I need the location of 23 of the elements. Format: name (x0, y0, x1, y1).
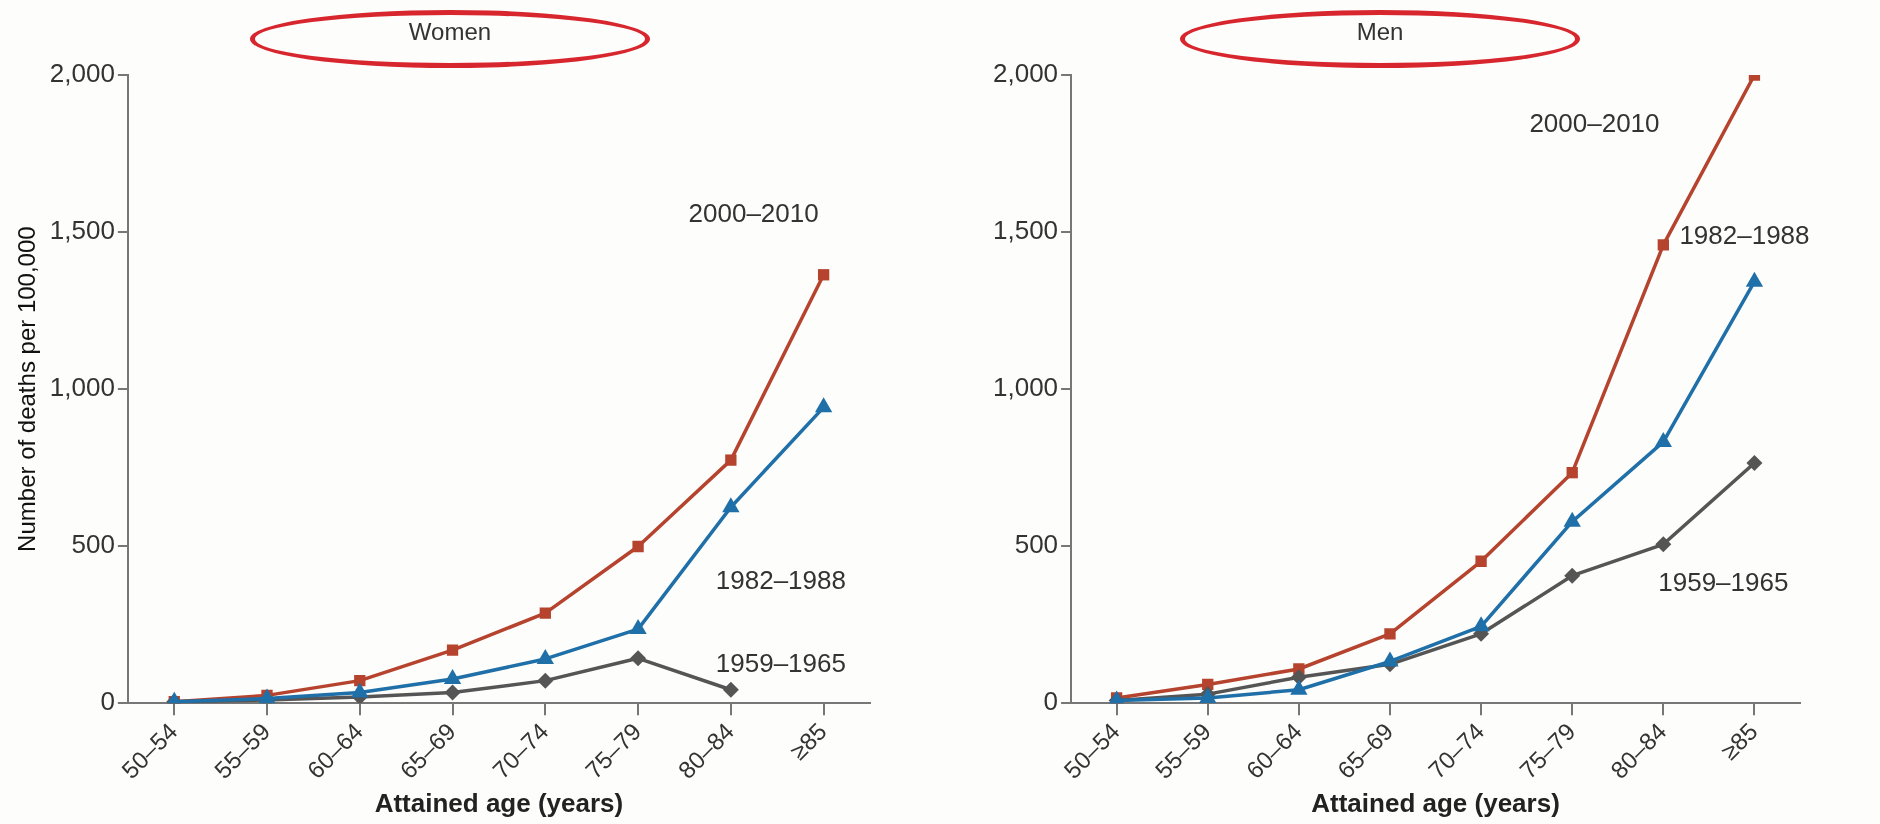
chart-title: Men (1355, 18, 1405, 46)
y-tick-label: 500 (71, 529, 115, 560)
y-axis-title: Number of deaths per 100,000 (13, 226, 41, 552)
x-axis-title: Attained age (years) (1311, 787, 1560, 818)
y-tick-label: 1,500 (992, 215, 1059, 246)
y-tick-label: 1,500 (49, 215, 115, 246)
series-label: 1959–1965 (1658, 567, 1789, 598)
y-tick-label: 0 (100, 686, 115, 717)
y-tick-label: 1,000 (49, 372, 115, 403)
x-tick-label: ≥85 (784, 717, 832, 765)
text: 2000–2010 (1529, 108, 1660, 139)
series-label: 1982–1988 (715, 565, 846, 596)
chart-title: Women (407, 18, 493, 46)
y-tick-label: 0 (1043, 686, 1059, 717)
series-label: 1959–1965 (715, 647, 846, 678)
y-tick-label: 2,000 (992, 58, 1059, 89)
x-tick-label: ≥85 (1715, 717, 1763, 765)
y-tick-label: 1,000 (992, 372, 1059, 403)
y-tick-label: 500 (1014, 529, 1059, 560)
y-tick-label: 2,000 (49, 58, 115, 89)
series-label: 1982–1988 (1679, 219, 1810, 250)
series-label: 2000–2010 (688, 197, 819, 228)
x-axis-title: Attained age (years) (374, 787, 624, 818)
